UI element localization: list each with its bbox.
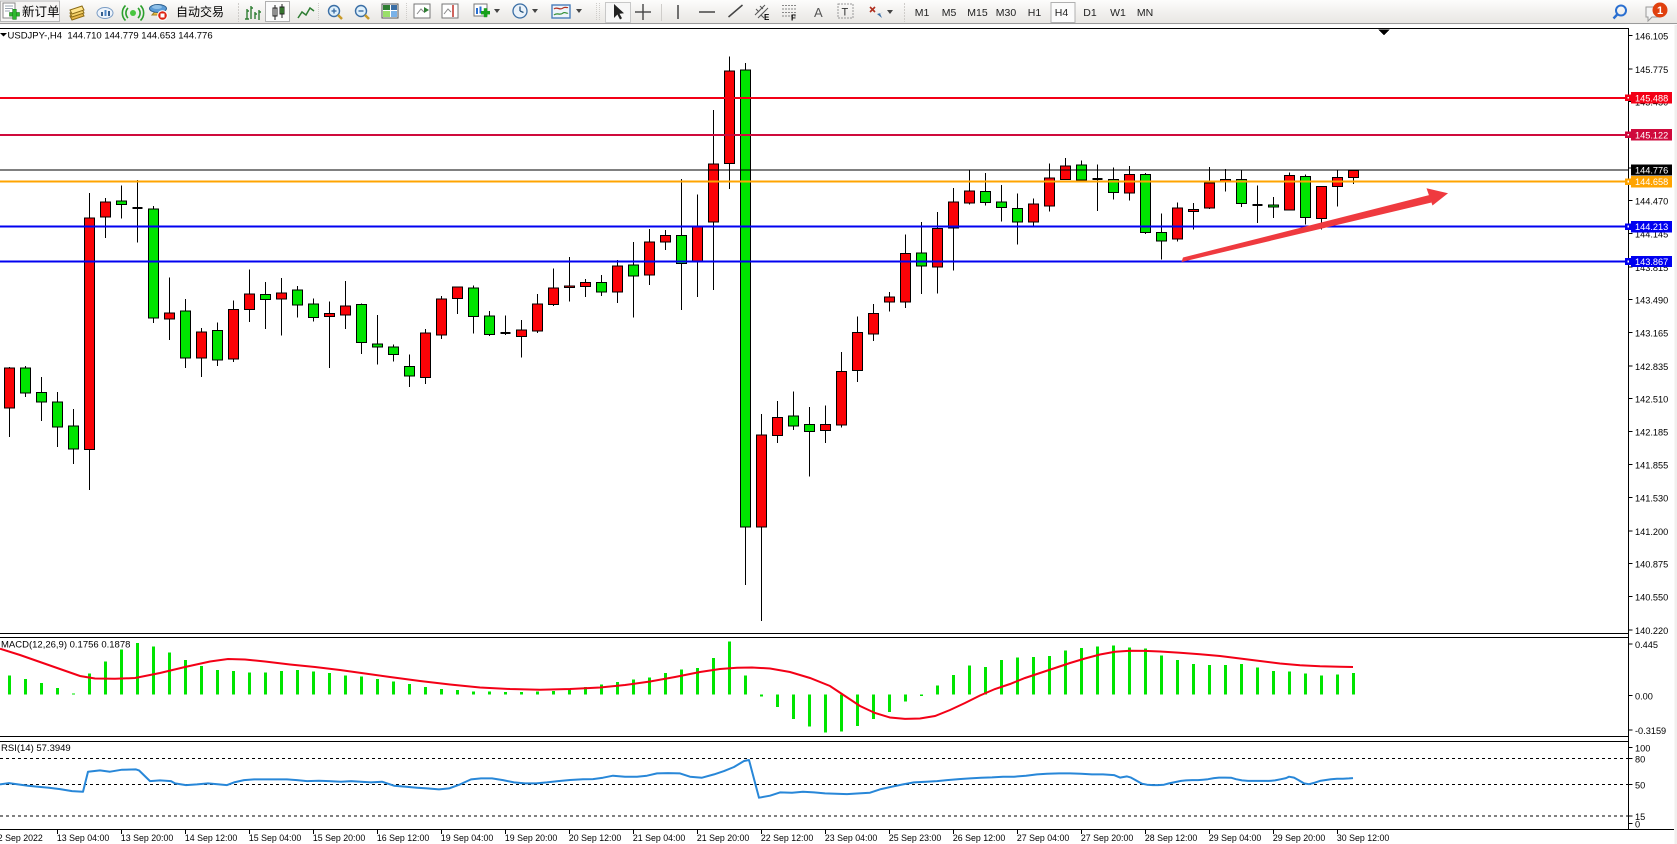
svg-text:1: 1 [1657, 5, 1663, 17]
svg-text:143.490: 143.490 [1635, 296, 1668, 306]
svg-text:29 Sep 04:00: 29 Sep 04:00 [1209, 833, 1261, 843]
svg-text:22 Sep 12:00: 22 Sep 12:00 [761, 833, 813, 843]
svg-text:21 Sep 20:00: 21 Sep 20:00 [697, 833, 749, 843]
svg-text:T: T [842, 7, 849, 19]
svg-text:23 Sep 04:00: 23 Sep 04:00 [825, 833, 877, 843]
svg-text:145.775: 145.775 [1635, 65, 1668, 75]
svg-text:25 Sep 23:00: 25 Sep 23:00 [889, 833, 941, 843]
svg-text:新订单: 新订单 [22, 4, 60, 19]
svg-text:W1: W1 [1110, 7, 1126, 19]
svg-text:14 Sep 12:00: 14 Sep 12:00 [185, 833, 237, 843]
svg-text:E: E [764, 13, 770, 22]
svg-text:F: F [791, 14, 796, 23]
svg-text:16 Sep 12:00: 16 Sep 12:00 [377, 833, 429, 843]
svg-text:D1: D1 [1083, 7, 1097, 19]
svg-text:80: 80 [1635, 754, 1645, 764]
svg-text:143.815: 143.815 [1635, 263, 1668, 273]
svg-text:140.220: 140.220 [1635, 626, 1668, 636]
svg-text:144.145: 144.145 [1635, 229, 1668, 239]
svg-text:USDJPY-,H4 144.710 144.779 14: USDJPY-,H4 144.710 144.779 144.653 144.7… [8, 31, 213, 42]
svg-text:143.165: 143.165 [1635, 328, 1668, 338]
svg-text:144.658: 144.658 [1635, 177, 1668, 187]
svg-text:19 Sep 20:00: 19 Sep 20:00 [505, 833, 557, 843]
svg-text:19 Sep 04:00: 19 Sep 04:00 [441, 833, 493, 843]
svg-text:MACD(12,26,9) 0.1756 0.1878: MACD(12,26,9) 0.1756 0.1878 [1, 640, 130, 651]
svg-text:144.213: 144.213 [1635, 222, 1668, 232]
svg-text:-0.3159: -0.3159 [1635, 726, 1666, 736]
svg-text:12 Sep 2022: 12 Sep 2022 [0, 833, 43, 843]
svg-text:142.510: 142.510 [1635, 395, 1668, 405]
svg-text:自动交易: 自动交易 [176, 4, 224, 19]
svg-text:A: A [814, 5, 823, 20]
svg-text:29 Sep 20:00: 29 Sep 20:00 [1273, 833, 1325, 843]
svg-text:0: 0 [1635, 820, 1640, 830]
svg-text:20 Sep 12:00: 20 Sep 12:00 [569, 833, 621, 843]
svg-text:28 Sep 12:00: 28 Sep 12:00 [1145, 833, 1197, 843]
svg-text:144.470: 144.470 [1635, 197, 1668, 207]
svg-text:M15: M15 [967, 7, 988, 19]
svg-text:15 Sep 20:00: 15 Sep 20:00 [313, 833, 365, 843]
svg-text:27 Sep 20:00: 27 Sep 20:00 [1081, 833, 1133, 843]
svg-text:140.875: 140.875 [1635, 560, 1668, 570]
svg-text:21 Sep 04:00: 21 Sep 04:00 [633, 833, 685, 843]
svg-text:144.776: 144.776 [1635, 166, 1668, 176]
svg-text:143.867: 143.867 [1635, 257, 1668, 267]
svg-text:13 Sep 04:00: 13 Sep 04:00 [57, 833, 109, 843]
svg-text:26 Sep 12:00: 26 Sep 12:00 [953, 833, 1005, 843]
svg-text:M5: M5 [942, 7, 957, 19]
svg-text:142.835: 142.835 [1635, 362, 1668, 372]
svg-text:142.185: 142.185 [1635, 427, 1668, 437]
svg-text:30 Sep 12:00: 30 Sep 12:00 [1337, 833, 1389, 843]
svg-text:145.122: 145.122 [1635, 130, 1668, 140]
svg-text:15: 15 [1635, 812, 1645, 822]
svg-text:0.445: 0.445 [1635, 640, 1658, 650]
svg-text:13 Sep 20:00: 13 Sep 20:00 [121, 833, 173, 843]
svg-text:146.105: 146.105 [1635, 32, 1668, 42]
svg-text:141.855: 141.855 [1635, 461, 1668, 471]
svg-text:15 Sep 04:00: 15 Sep 04:00 [249, 833, 301, 843]
svg-text:145.488: 145.488 [1635, 93, 1668, 103]
svg-text:140.550: 140.550 [1635, 593, 1668, 603]
svg-text:H4: H4 [1055, 7, 1069, 19]
svg-text:50: 50 [1635, 780, 1645, 790]
svg-text:141.530: 141.530 [1635, 494, 1668, 504]
svg-text:M1: M1 [915, 7, 930, 19]
svg-text:141.200: 141.200 [1635, 527, 1668, 537]
svg-text:27 Sep 04:00: 27 Sep 04:00 [1017, 833, 1069, 843]
svg-text:0.00: 0.00 [1635, 692, 1653, 702]
svg-text:MN: MN [1137, 7, 1153, 19]
svg-text:100: 100 [1635, 744, 1650, 754]
svg-text:M30: M30 [996, 7, 1017, 19]
svg-text:RSI(14) 57.3949: RSI(14) 57.3949 [1, 743, 71, 754]
svg-text:H1: H1 [1028, 7, 1042, 19]
